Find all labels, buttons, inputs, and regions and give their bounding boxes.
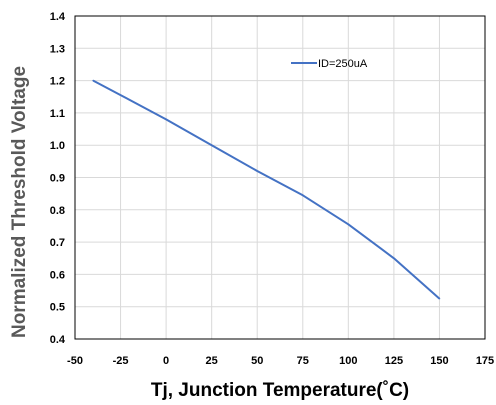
x-axis-label: Tj, Junction Temperature(˚C) — [151, 380, 409, 401]
y-tick-label: 0.4 — [50, 334, 66, 346]
data-point — [210, 144, 213, 146]
x-tick-label: 0 — [163, 355, 169, 367]
series-layer — [92, 79, 441, 300]
data-point — [256, 170, 259, 172]
y-axis-label: Normalized Threshold Voltage — [9, 66, 30, 338]
legend-label-id-250ua: ID=250uA — [318, 58, 368, 70]
y-tick-label: 0.6 — [50, 269, 65, 281]
data-point — [119, 94, 122, 96]
y-tick-label: 1.4 — [50, 11, 66, 23]
data-point — [393, 257, 395, 260]
data-point — [347, 223, 350, 226]
legend: ID=250uA — [291, 58, 368, 70]
y-tick-label: 0.8 — [50, 205, 65, 217]
x-tick-label: 25 — [206, 355, 218, 367]
x-tick-label: 75 — [297, 355, 309, 367]
y-tick-label: 1.2 — [50, 76, 65, 88]
y-axis-ticks: 0.4 0.5 0.6 0.7 0.8 0.9 1.0 1.1 1.2 1.3 1.4 — [50, 11, 66, 346]
x-tick-label: -50 — [67, 355, 83, 367]
data-point — [301, 194, 304, 197]
x-tick-label: 50 — [251, 355, 263, 367]
y-tick-label: 0.5 — [50, 302, 65, 314]
y-tick-label: 1.3 — [50, 43, 65, 55]
x-tick-label: 150 — [430, 355, 448, 367]
data-point — [92, 79, 95, 82]
x-tick-label: 125 — [385, 355, 403, 367]
x-axis-ticks: -50 -25 0 25 50 75 100 125 150 175 — [67, 355, 494, 367]
x-tick-label: 175 — [476, 355, 494, 367]
y-tick-label: 0.9 — [50, 173, 65, 185]
y-tick-label: 0.7 — [50, 237, 65, 249]
grid — [74, 15, 486, 340]
data-point — [165, 118, 167, 121]
x-tick-label: -25 — [113, 355, 129, 367]
y-tick-label: 1.0 — [50, 140, 65, 152]
data-point — [438, 297, 441, 300]
x-tick-label: 100 — [339, 355, 357, 367]
y-tick-label: 1.1 — [50, 108, 65, 120]
plot-border — [74, 15, 486, 340]
